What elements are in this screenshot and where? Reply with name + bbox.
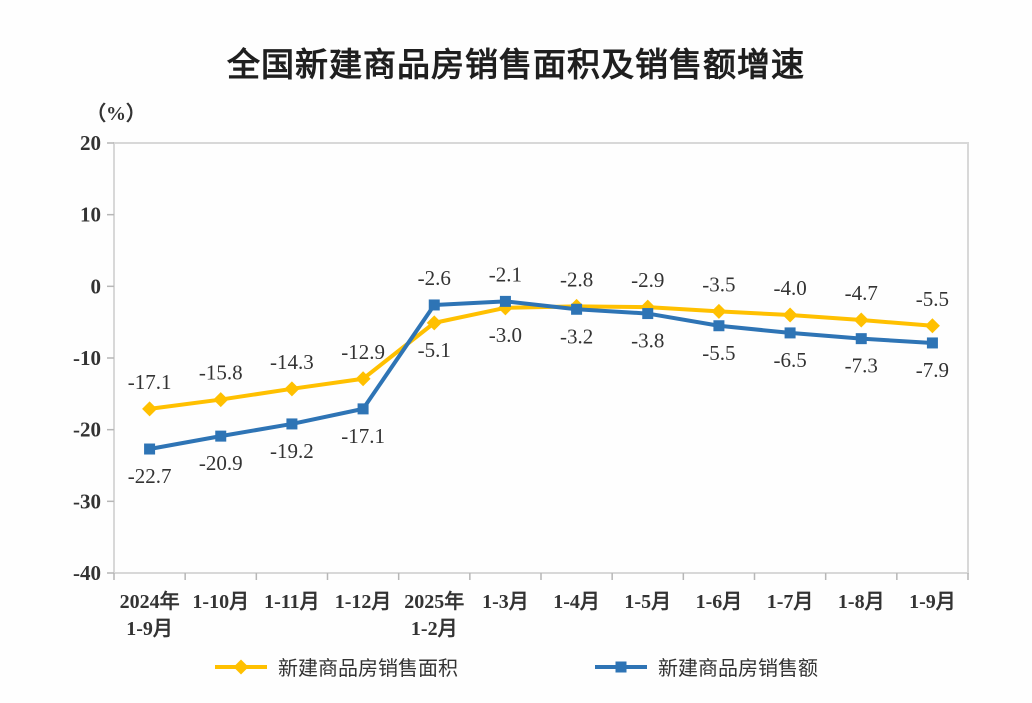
data-point-diamond [711,303,727,319]
data-point-square [499,295,511,307]
x-axis-category-label: 1-7月 [767,591,814,613]
data-label: -2.1 [489,262,522,286]
line-square-marker-icon [595,661,647,672]
data-label: -20.9 [199,451,243,475]
data-label: -5.5 [916,287,949,311]
legend-item-sales-area: 新建商品房销售面积 [214,652,458,681]
data-label: -17.1 [341,424,385,448]
data-point-square [784,327,796,339]
data-point-diamond [213,392,229,408]
data-label: -5.1 [418,338,451,362]
x-axis-category-label: 1-9月 [126,618,173,640]
data-point-diamond [853,312,869,328]
data-label: -17.1 [128,370,172,394]
x-axis-category-label: 1-9月 [909,591,956,613]
x-axis-category-label: 1-12月 [335,591,392,613]
x-axis-category-label: 1-10月 [192,591,249,613]
x-axis-category-label: 2024年 [120,589,180,613]
line-diamond-marker-icon [215,659,267,674]
data-point-square [357,403,369,415]
y-axis-tick-label: 0 [91,274,102,298]
legend-item-sales-value: 新建商品房销售额 [594,652,818,681]
series-line-2 [149,299,933,451]
data-label: -3.2 [560,324,593,348]
x-axis-category-label: 1-8月 [838,591,885,613]
data-label: -2.6 [418,266,451,290]
data-label: -3.5 [702,272,735,296]
data-point-diamond [782,307,798,323]
data-point-square [713,320,725,332]
data-label: -3.8 [631,329,664,353]
data-label: -19.2 [270,439,314,463]
data-point-square [642,308,654,320]
data-label: -4.0 [773,276,806,300]
y-axis-tick-label: -30 [73,489,101,513]
data-point-square [144,443,156,455]
data-point-square [286,418,298,430]
y-axis-tick-label: 10 [80,203,101,227]
data-label: -2.9 [631,268,664,292]
chart-title: 全国新建商品房销售面积及销售额增速 [227,46,805,83]
data-label: -15.8 [199,361,243,385]
x-axis-category-label: 1-2月 [411,618,458,640]
legend-label-sales-value: 新建商品房销售额 [658,658,818,680]
data-point-square [926,337,938,349]
data-point-diamond [924,318,940,334]
data-label: -3.0 [489,323,522,347]
legend-label-sales-area: 新建商品房销售面积 [278,658,458,680]
data-point-square [855,333,867,345]
y-axis-tick-label: -40 [73,561,101,585]
chart-legend: 新建商品房销售面积 新建商品房销售额 [0,652,1032,681]
y-axis-tick-label: -20 [73,418,101,442]
x-axis-category-label: 1-3月 [482,591,529,613]
data-label: -14.3 [270,350,314,374]
data-label: -2.8 [560,267,593,291]
data-point-square [571,303,583,315]
data-point-diamond [355,371,371,387]
series-line-1 [149,304,933,411]
data-point-diamond [142,401,158,417]
x-axis-category-label: 2025年 [404,589,464,613]
data-point-diamond [284,381,300,397]
data-label: -5.5 [702,341,735,365]
x-axis-category-label: 1-11月 [264,591,320,613]
x-axis-category-label: 1-6月 [696,591,743,613]
y-axis-unit-label: （%） [86,102,146,125]
x-axis-category-label: 1-5月 [624,591,671,613]
data-label: -7.9 [916,358,949,382]
y-axis-tick-label: 20 [80,131,101,155]
data-label: -4.7 [845,281,878,305]
data-label: -6.5 [773,348,806,372]
data-label: -22.7 [128,464,172,488]
plot-border [113,142,969,574]
x-axis-category-label: 1-4月 [553,591,600,613]
data-label: -7.3 [845,354,878,378]
y-axis-tick-label: -10 [73,346,101,370]
data-point-square [215,430,227,442]
data-point-square [428,299,440,311]
data-point-diamond [426,315,442,331]
data-label: -12.9 [341,340,385,364]
